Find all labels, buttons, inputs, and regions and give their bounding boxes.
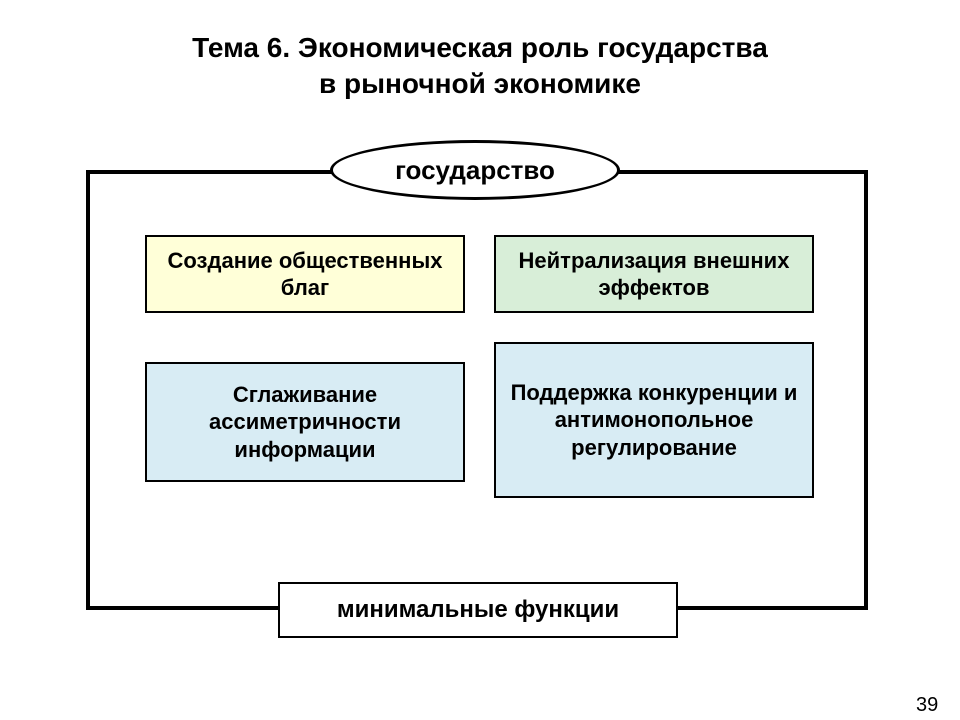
box-competition: Поддержка конкуренции и антимонопольное … xyxy=(494,342,814,498)
box-information-asymmetry: Сглаживание ассиметричности информации xyxy=(145,362,465,482)
box-public-goods: Создание общественных благ xyxy=(145,235,465,313)
box-minimal-functions: минимальные функции xyxy=(278,582,678,638)
box-information-asymmetry-label: Сглаживание ассиметричности информации xyxy=(157,381,453,464)
box-externalities-label: Нейтрализация внешних эффектов xyxy=(506,247,802,302)
box-externalities: Нейтрализация внешних эффектов xyxy=(494,235,814,313)
state-ellipse: государство xyxy=(330,140,620,200)
box-minimal-functions-label: минимальные функции xyxy=(337,595,619,625)
box-competition-label: Поддержка конкуренции и антимонопольное … xyxy=(506,379,802,462)
state-label: государство xyxy=(395,155,555,186)
box-public-goods-label: Создание общественных благ xyxy=(157,247,453,302)
title-line-2: в рыночной экономике xyxy=(319,68,641,99)
page-number: 39 xyxy=(916,694,938,717)
title-line-1: Тема 6. Экономическая роль государства xyxy=(192,32,768,63)
slide-title: Тема 6. Экономическая роль государства в… xyxy=(0,30,960,103)
